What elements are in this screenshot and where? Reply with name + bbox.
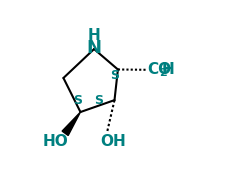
Text: S: S (74, 94, 82, 107)
Text: 2: 2 (159, 67, 167, 78)
Text: H: H (88, 28, 101, 43)
Text: S: S (110, 69, 119, 82)
Text: N: N (87, 39, 102, 57)
Text: H: H (162, 62, 174, 77)
Text: OH: OH (100, 134, 126, 149)
Text: HO: HO (42, 134, 68, 149)
Polygon shape (62, 112, 80, 135)
Text: CO: CO (148, 62, 172, 77)
Text: S: S (94, 94, 103, 107)
